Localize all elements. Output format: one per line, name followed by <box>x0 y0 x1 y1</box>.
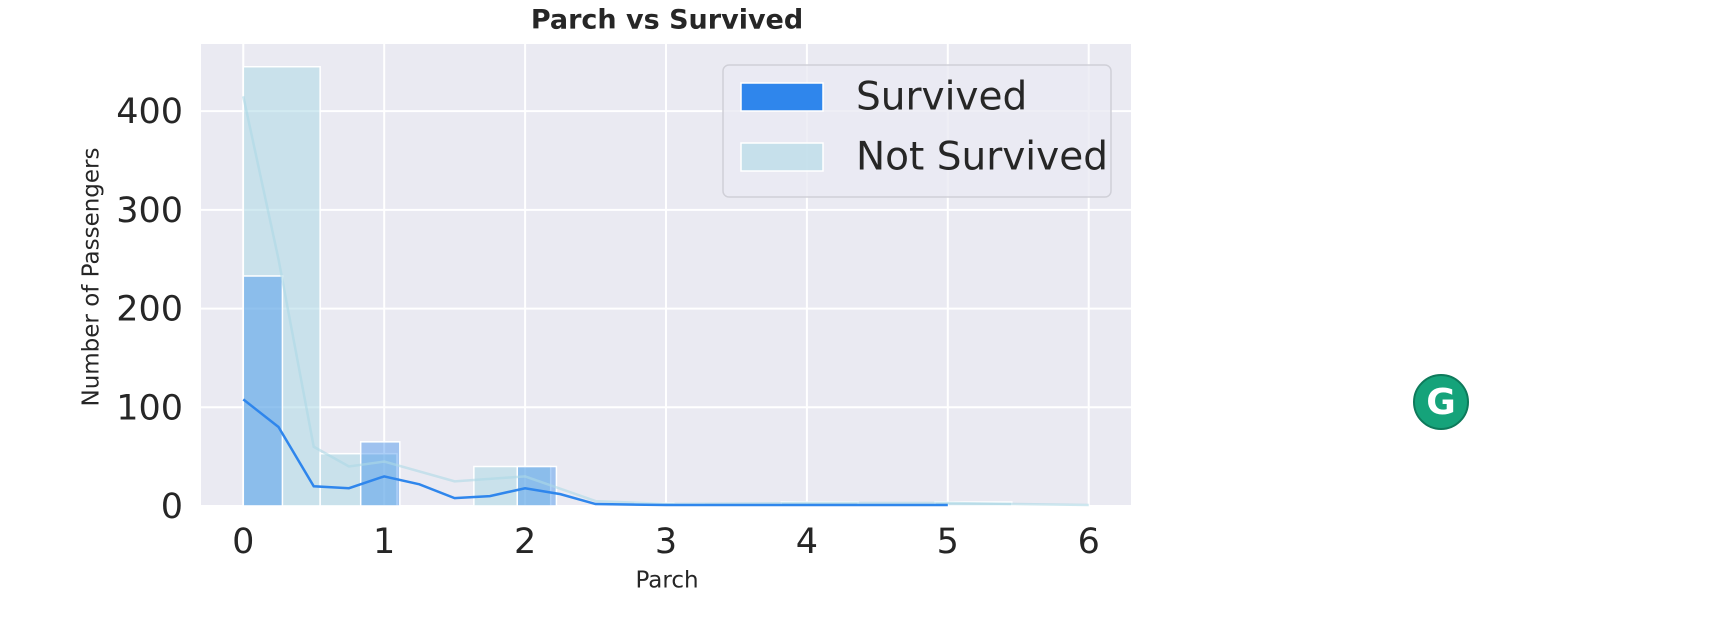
x-tick-label: 4 <box>796 522 818 562</box>
legend-label: Survived <box>856 75 1027 120</box>
x-tick-label: 3 <box>655 522 677 562</box>
bar <box>242 275 284 507</box>
x-axis-label: Parch <box>635 568 698 594</box>
x-tick-label: 0 <box>232 522 254 562</box>
legend-label: Not Survived <box>856 135 1108 180</box>
x-tick-label: 5 <box>937 522 959 562</box>
legend-swatch <box>740 142 824 172</box>
x-tick-label: 6 <box>1078 522 1100 562</box>
grammarly-icon[interactable]: G <box>1413 374 1469 430</box>
bar <box>359 441 401 507</box>
legend-swatch <box>740 82 824 112</box>
y-tick-label: 0 <box>161 487 183 527</box>
x-tick-label: 2 <box>514 522 536 562</box>
y-tick-label: 100 <box>116 388 183 428</box>
legend: Survived Not Survived <box>722 64 1112 198</box>
y-tick-label: 300 <box>116 191 183 231</box>
y-axis-label: Number of Passengers <box>79 148 105 407</box>
kde-line <box>242 398 948 507</box>
kde-line <box>242 96 1089 507</box>
y-tick-label: 400 <box>116 92 183 132</box>
x-tick-label: 1 <box>373 522 395 562</box>
chart-title: Parch vs Survived <box>531 5 803 36</box>
y-tick-label: 200 <box>116 290 183 330</box>
svg-text:G: G <box>1426 382 1456 423</box>
